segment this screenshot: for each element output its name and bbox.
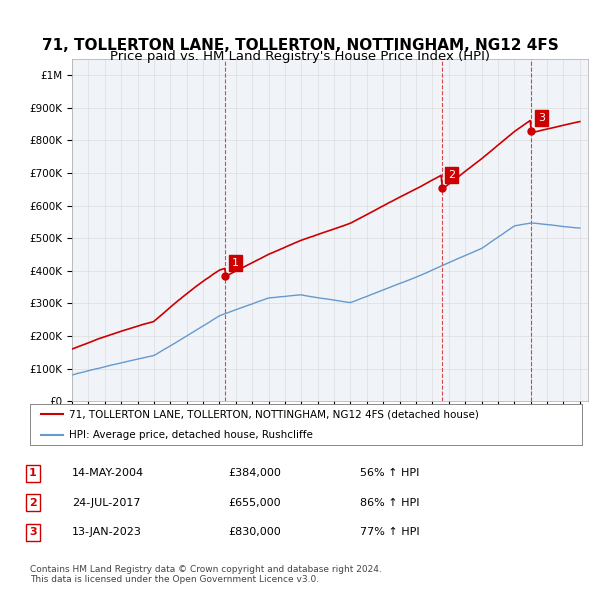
Text: £384,000: £384,000 <box>228 468 281 478</box>
Text: 3: 3 <box>538 113 545 123</box>
Text: 1: 1 <box>232 258 239 268</box>
Text: 3: 3 <box>29 527 37 537</box>
Text: £655,000: £655,000 <box>228 498 281 507</box>
Text: Price paid vs. HM Land Registry's House Price Index (HPI): Price paid vs. HM Land Registry's House … <box>110 50 490 63</box>
Text: 2: 2 <box>448 170 455 180</box>
Text: 56% ↑ HPI: 56% ↑ HPI <box>360 468 419 478</box>
Text: 71, TOLLERTON LANE, TOLLERTON, NOTTINGHAM, NG12 4FS (detached house): 71, TOLLERTON LANE, TOLLERTON, NOTTINGHA… <box>68 409 479 419</box>
Text: 86% ↑ HPI: 86% ↑ HPI <box>360 498 419 507</box>
Text: £830,000: £830,000 <box>228 527 281 537</box>
Text: 2: 2 <box>29 498 37 507</box>
Text: HPI: Average price, detached house, Rushcliffe: HPI: Average price, detached house, Rush… <box>68 430 313 440</box>
Text: 1: 1 <box>29 468 37 478</box>
Text: 14-MAY-2004: 14-MAY-2004 <box>72 468 144 478</box>
Text: 24-JUL-2017: 24-JUL-2017 <box>72 498 140 507</box>
Text: Contains HM Land Registry data © Crown copyright and database right 2024.
This d: Contains HM Land Registry data © Crown c… <box>30 565 382 584</box>
Text: 13-JAN-2023: 13-JAN-2023 <box>72 527 142 537</box>
Text: 71, TOLLERTON LANE, TOLLERTON, NOTTINGHAM, NG12 4FS: 71, TOLLERTON LANE, TOLLERTON, NOTTINGHA… <box>41 38 559 53</box>
Text: 77% ↑ HPI: 77% ↑ HPI <box>360 527 419 537</box>
